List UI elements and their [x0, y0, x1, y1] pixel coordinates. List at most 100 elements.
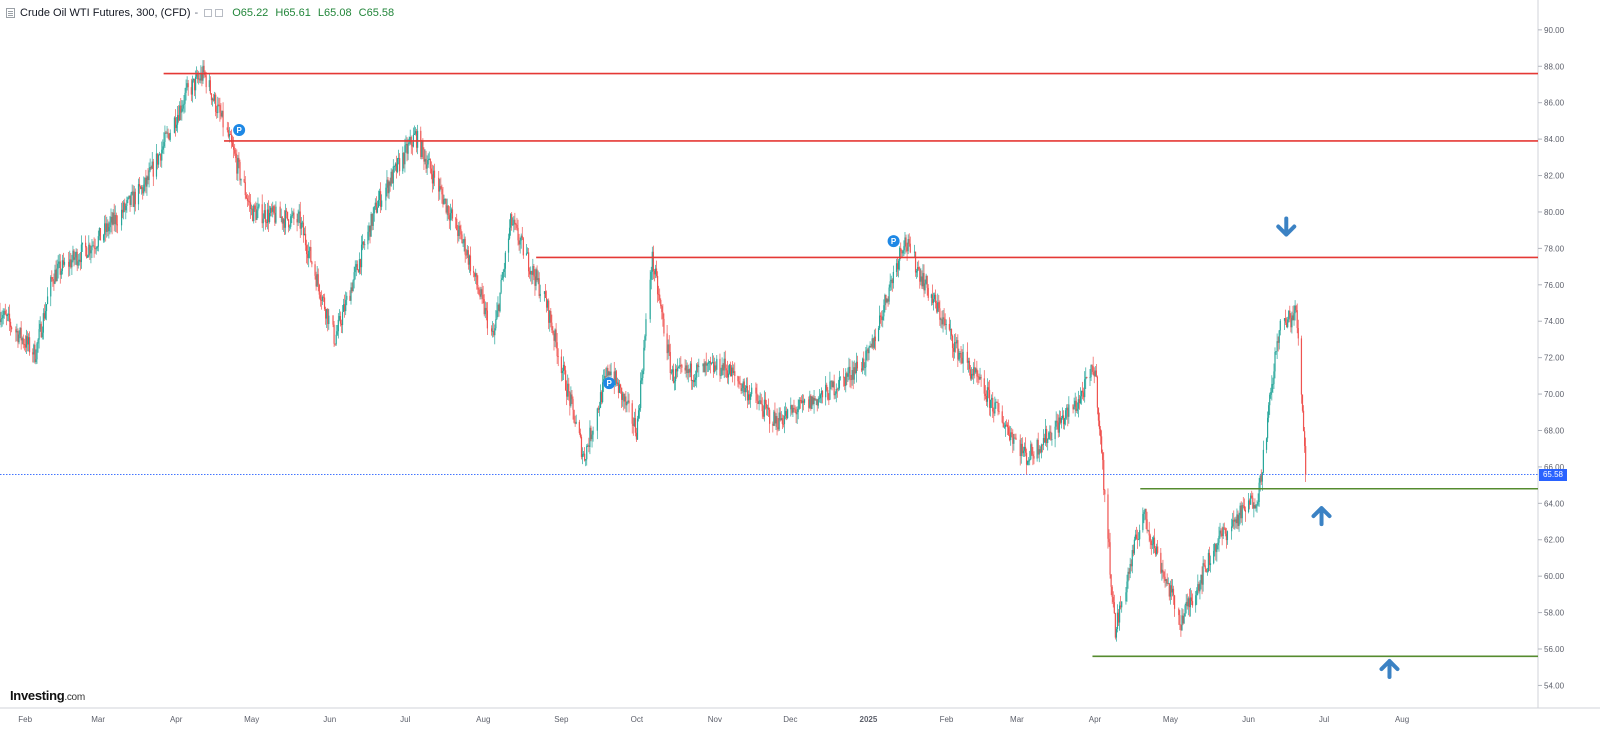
candle-body	[503, 268, 505, 273]
candle-body	[723, 358, 725, 371]
candle-body	[1241, 505, 1243, 519]
candle-body	[778, 412, 780, 430]
candle-body	[1014, 437, 1016, 439]
candle-body	[1289, 310, 1291, 318]
candle-body	[687, 369, 689, 374]
candle-body	[708, 361, 710, 363]
candle-body	[484, 307, 486, 315]
candle-body	[1049, 431, 1051, 433]
candle-body	[150, 167, 152, 169]
candle-body	[656, 275, 659, 295]
candle-body	[873, 336, 875, 348]
candle-body	[323, 297, 326, 309]
candle-body	[603, 379, 605, 383]
candle-body	[499, 292, 501, 312]
candle-body	[927, 287, 929, 298]
settings-box-icon[interactable]	[204, 9, 213, 17]
candle-body	[1009, 434, 1011, 441]
candle-body	[1294, 305, 1296, 314]
candle-body	[1283, 318, 1286, 321]
candle-body	[258, 204, 260, 207]
menu-icon[interactable]	[6, 8, 15, 18]
candle-body	[391, 171, 393, 184]
candle-body	[493, 330, 495, 336]
candle-body	[901, 251, 903, 254]
candle-body	[977, 376, 979, 378]
candle-body	[1145, 508, 1147, 520]
visibility-box-icon[interactable]	[215, 9, 224, 17]
candle-body	[1025, 452, 1028, 465]
candle-body	[761, 404, 763, 412]
x-tick-label: 2025	[860, 715, 878, 724]
candle-body	[980, 377, 982, 379]
candle-body	[147, 176, 149, 181]
candle-body	[775, 416, 777, 424]
candle-body	[986, 387, 989, 402]
candle-body	[1290, 317, 1292, 328]
candle-body	[112, 212, 114, 225]
candle-body	[1255, 505, 1257, 509]
candle-body	[885, 295, 887, 303]
candle-body	[483, 299, 485, 315]
candle-body	[747, 394, 750, 401]
candle-body	[1132, 550, 1134, 554]
candle-body	[676, 368, 678, 372]
candle-body	[92, 245, 94, 247]
candle-body	[1233, 519, 1235, 522]
x-tick-label: Apr	[1089, 715, 1102, 724]
candle-body	[1161, 569, 1163, 573]
candle-body	[1056, 420, 1058, 423]
candle-body	[750, 394, 752, 400]
candle-body	[1173, 595, 1176, 609]
candle-body	[918, 267, 920, 270]
candle-body	[1139, 530, 1141, 540]
candle-body	[492, 330, 494, 332]
candle-body	[1153, 537, 1156, 549]
candle-body	[1109, 542, 1111, 575]
candle-body	[376, 207, 379, 213]
candle-body	[1249, 500, 1251, 505]
candle-body	[301, 222, 303, 224]
candle-body	[203, 65, 205, 72]
candle-body	[149, 167, 151, 171]
candle-body	[326, 309, 328, 319]
candle-body	[698, 366, 700, 368]
candle-body	[1234, 519, 1236, 522]
candle-body	[190, 87, 192, 95]
candle-body	[581, 454, 584, 457]
candle-body	[600, 392, 603, 403]
candle-body	[283, 219, 285, 228]
candle-body	[449, 213, 451, 221]
candle-body	[627, 400, 629, 403]
candle-body	[584, 453, 586, 461]
candle-body	[955, 342, 957, 344]
x-tick-label: May	[1163, 715, 1178, 724]
candle-body	[133, 191, 135, 207]
candle-body	[763, 399, 765, 417]
candle-body	[1271, 384, 1273, 393]
candle-body	[689, 363, 691, 373]
candle-body	[913, 251, 916, 253]
candle-body	[504, 252, 506, 269]
candle-body	[1011, 432, 1013, 434]
candle-body	[1305, 446, 1307, 475]
candle-body	[914, 251, 917, 273]
instrument-title[interactable]: Crude Oil WTI Futures, 300, (CFD)	[20, 7, 191, 19]
candle-body	[1301, 394, 1304, 411]
candle-body	[797, 408, 799, 413]
candle-body	[309, 247, 311, 251]
candle-body	[357, 269, 359, 273]
candle-body	[666, 333, 668, 354]
candle-body	[635, 432, 638, 440]
candle-body	[405, 143, 407, 146]
candle-body	[339, 316, 342, 324]
candle-body	[1270, 392, 1272, 395]
candle-body	[1006, 424, 1009, 428]
candle-body	[227, 130, 229, 137]
candle-body	[32, 352, 34, 355]
candle-body	[835, 388, 837, 394]
candle-body	[1221, 533, 1223, 537]
candle-body	[20, 327, 22, 341]
